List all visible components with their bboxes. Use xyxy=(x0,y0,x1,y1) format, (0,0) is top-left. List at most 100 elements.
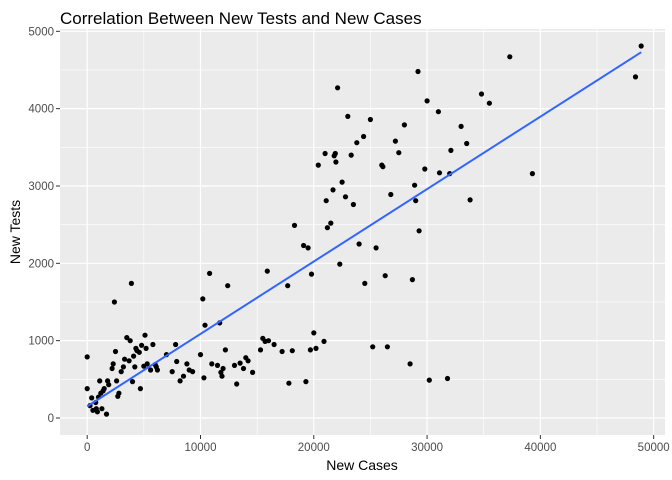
data-point xyxy=(507,54,513,60)
data-point xyxy=(177,378,183,384)
data-point xyxy=(407,361,413,367)
data-point xyxy=(197,352,204,358)
y-tick-label: 5000 xyxy=(28,26,54,38)
data-point xyxy=(478,91,485,97)
x-tick-label: 30000 xyxy=(411,442,443,454)
data-point xyxy=(264,268,270,274)
data-point xyxy=(180,373,187,379)
data-point xyxy=(201,375,207,381)
data-point xyxy=(103,411,110,417)
y-axis-title: New Tests xyxy=(7,200,23,264)
data-point xyxy=(323,198,329,204)
data-point xyxy=(289,348,295,354)
data-point xyxy=(279,348,285,355)
data-point xyxy=(136,349,142,355)
plot-panel xyxy=(60,29,665,435)
data-point xyxy=(220,365,226,372)
data-point xyxy=(632,74,639,80)
data-point xyxy=(219,373,225,379)
data-point xyxy=(99,406,105,412)
data-point xyxy=(396,150,402,156)
data-point xyxy=(89,395,95,401)
data-point xyxy=(332,150,338,157)
data-point xyxy=(303,379,309,385)
data-point xyxy=(307,347,313,353)
data-point xyxy=(114,378,120,384)
data-point xyxy=(101,386,107,392)
data-point xyxy=(154,367,160,373)
data-point xyxy=(435,109,441,115)
data-point xyxy=(424,98,430,104)
y-axis-ticks: 0 1000 2000 3000 4000 5000 xyxy=(28,26,60,425)
data-point xyxy=(94,409,100,415)
x-axis-title: New Cases xyxy=(326,457,398,473)
data-point xyxy=(128,280,134,286)
data-point xyxy=(127,338,133,344)
trend-line xyxy=(86,51,642,408)
x-tick-label: 10000 xyxy=(184,442,216,454)
data-point xyxy=(106,382,112,388)
x-axis-ticks: 0 10000 20000 30000 40000 50000 xyxy=(84,435,670,454)
data-point xyxy=(111,299,117,305)
x-tick-label: 40000 xyxy=(524,442,556,454)
y-tick-label: 3000 xyxy=(28,181,54,193)
data-point xyxy=(148,367,154,373)
data-point xyxy=(250,369,256,375)
data-point xyxy=(231,362,238,368)
data-point xyxy=(144,361,150,367)
data-point xyxy=(202,322,208,328)
data-point xyxy=(388,191,394,198)
data-point xyxy=(131,353,137,359)
data-point xyxy=(184,361,190,367)
data-point xyxy=(291,222,298,228)
data-point xyxy=(112,348,119,355)
data-point xyxy=(207,270,213,276)
data-point xyxy=(315,162,321,168)
data-point xyxy=(234,381,240,387)
data-point xyxy=(321,338,327,344)
data-point xyxy=(222,347,228,353)
data-point xyxy=(373,245,379,251)
data-point xyxy=(200,296,206,302)
data-point xyxy=(529,171,536,177)
data-point xyxy=(173,341,179,348)
data-point xyxy=(467,197,473,203)
y-tick-label: 1000 xyxy=(28,336,54,348)
data-point xyxy=(139,342,145,348)
minor-gridlines xyxy=(60,29,665,435)
data-point xyxy=(486,100,492,106)
data-point xyxy=(285,283,291,289)
data-point xyxy=(110,361,116,367)
data-point xyxy=(126,358,132,364)
data-point xyxy=(240,365,247,372)
data-point xyxy=(124,335,130,341)
data-point xyxy=(328,220,334,226)
data-point xyxy=(339,179,345,185)
data-point xyxy=(214,362,221,368)
data-point xyxy=(109,365,115,372)
data-point xyxy=(120,364,126,370)
data-point xyxy=(422,166,428,172)
data-point xyxy=(313,345,319,351)
x-tick-label: 50000 xyxy=(638,442,670,454)
data-point xyxy=(638,43,644,49)
data-point xyxy=(137,386,143,392)
data-point xyxy=(97,378,103,384)
data-point xyxy=(436,170,443,176)
data-point xyxy=(209,361,215,367)
data-point xyxy=(265,338,272,344)
data-point xyxy=(401,122,407,128)
data-point xyxy=(190,369,196,375)
data-point xyxy=(333,159,339,165)
data-point xyxy=(286,380,292,386)
data-point xyxy=(367,116,373,123)
data-point xyxy=(143,345,149,351)
data-point xyxy=(330,187,336,193)
data-point xyxy=(458,123,464,129)
data-point xyxy=(416,228,422,234)
data-point xyxy=(237,360,243,366)
data-point xyxy=(337,261,343,267)
data-point xyxy=(322,150,328,157)
scatter-points xyxy=(84,43,644,417)
